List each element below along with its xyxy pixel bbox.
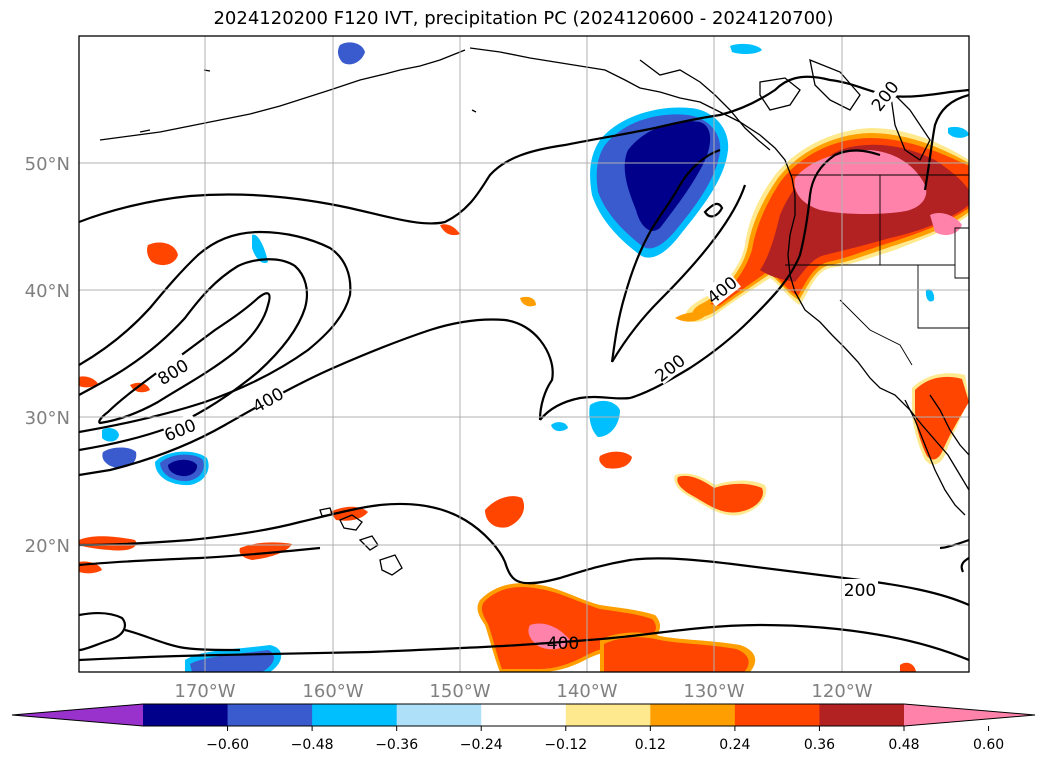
colorbar: −0.60 −0.48 −0.36 −0.24 −0.12 0.12 0.24 0.36 0.4… xyxy=(12,704,1035,753)
colorbar-tick-label: −0.48 xyxy=(291,737,334,753)
lat-label-30: 30°N xyxy=(25,408,70,429)
colorbar-segment xyxy=(228,704,313,726)
colorbar-tick-label: −0.24 xyxy=(460,737,503,753)
contour-label: 400 xyxy=(547,634,579,654)
colorbar-segment xyxy=(143,704,228,726)
colorbar-segment xyxy=(650,704,735,726)
longitude-labels: 170°W 160°W 150°W 140°W 130°W 120°W xyxy=(174,681,872,702)
colorbar-tick-label: 0.48 xyxy=(888,737,919,753)
lon-label-140w: 140°W xyxy=(556,681,617,702)
lat-label-40: 40°N xyxy=(25,281,70,302)
colorbar-tick-label: 0.60 xyxy=(973,737,1004,753)
colorbar-tick-label: 0.12 xyxy=(635,737,666,753)
lon-label-160w: 160°W xyxy=(302,681,363,702)
colorbar-extend-high xyxy=(904,704,1035,726)
colorbar-extend-low xyxy=(12,704,143,726)
lon-label-170w: 170°W xyxy=(174,681,235,702)
colorbar-tick-label: 0.36 xyxy=(804,737,835,753)
lon-label-150w: 150°W xyxy=(429,681,490,702)
lon-label-130w: 130°W xyxy=(683,681,744,702)
colorbar-segment xyxy=(481,704,566,726)
colorbar-tick-label: −0.60 xyxy=(206,737,249,753)
colorbar-segment xyxy=(312,704,397,726)
lon-label-120w: 120°W xyxy=(811,681,872,702)
colorbar-segment xyxy=(819,704,904,726)
lat-label-50: 50°N xyxy=(25,154,70,175)
colorbar-tick-label: −0.36 xyxy=(375,737,418,753)
colorbar-segment xyxy=(735,704,820,726)
latitude-labels: 50°N 40°N 30°N 20°N xyxy=(25,154,70,557)
colorbar-tick-label: −0.12 xyxy=(544,737,587,753)
contour-label: 200 xyxy=(844,581,876,601)
lat-label-20: 20°N xyxy=(25,536,70,557)
colorbar-tick-label: 0.24 xyxy=(719,737,750,753)
colorbar-segment xyxy=(566,704,651,726)
colorbar-segment xyxy=(397,704,482,726)
